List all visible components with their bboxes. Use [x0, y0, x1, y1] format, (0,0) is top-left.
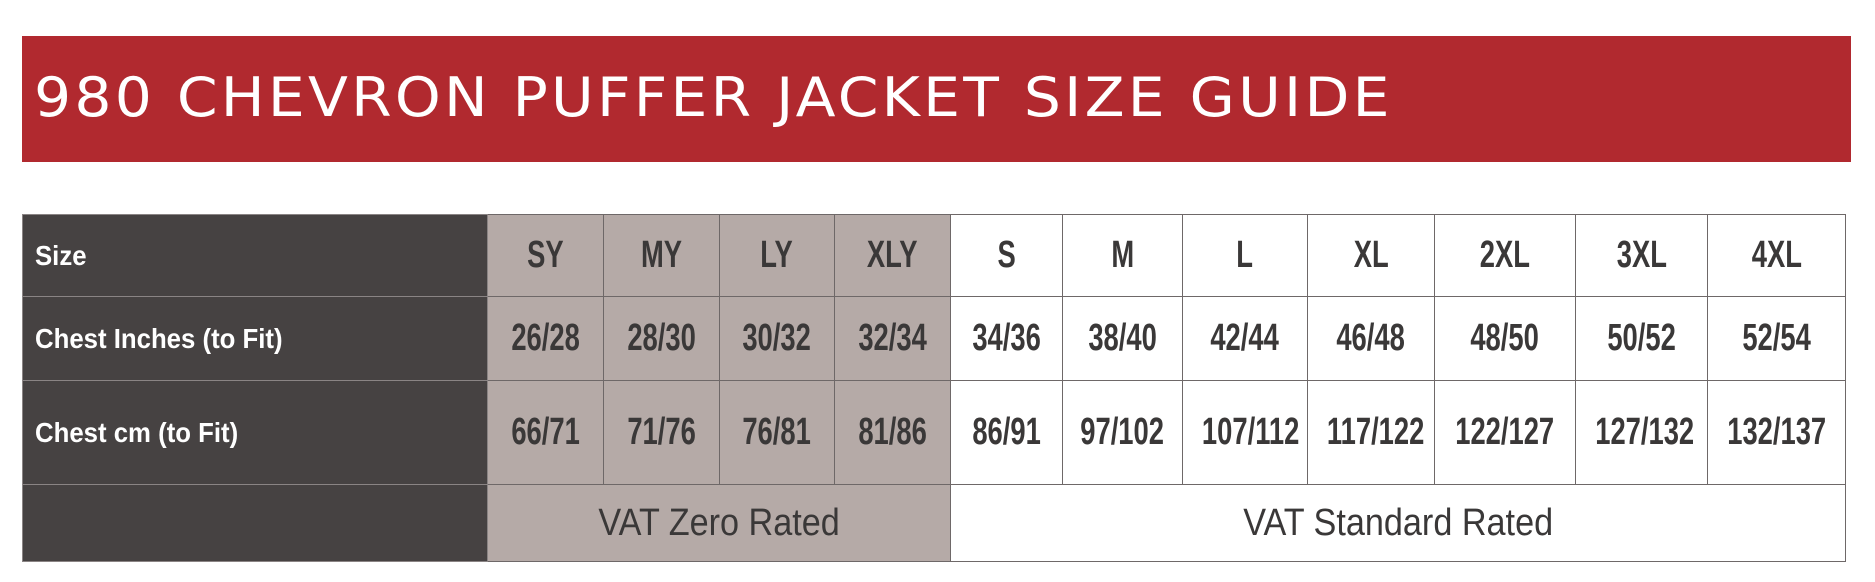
youth-cell-text: 71/76	[627, 411, 696, 453]
adult-cell-text: 117/122	[1326, 411, 1425, 453]
adult-cell: 50/52	[1575, 296, 1708, 381]
youth-cell-text: 26/28	[511, 317, 580, 359]
adult-cell-text: 34/36	[972, 317, 1041, 359]
adult-cell-text: 4XL	[1751, 234, 1802, 276]
adult-cell: 34/36	[950, 296, 1063, 381]
adult-cell-text: 50/52	[1607, 317, 1676, 359]
youth-cell-text: LY	[760, 234, 794, 276]
vat-zero-rated-text: VAT Zero Rated	[598, 501, 840, 544]
adult-cell-text: 122/127	[1455, 411, 1555, 453]
youth-cell: MY	[603, 214, 720, 297]
adult-cell-text: 2XL	[1479, 234, 1531, 276]
vat-standard-rated-text: VAT Standard Rated	[1243, 501, 1553, 544]
adult-cell: 107/112	[1182, 380, 1308, 485]
adult-cell: 117/122	[1307, 380, 1435, 485]
vat-zero-rated: VAT Zero Rated	[487, 484, 951, 562]
chest-cm-row: Chest cm (to Fit) 66/71 71/76 76/81 81/86 86/…	[22, 380, 1846, 485]
row-label: Size	[22, 214, 488, 297]
adult-cell-text: 127/132	[1595, 411, 1695, 453]
youth-cell: 66/71	[487, 380, 604, 485]
row-label-text: Chest cm (to Fit)	[35, 416, 239, 448]
adult-cell: M	[1062, 214, 1183, 297]
adult-cell: 46/48	[1307, 296, 1435, 381]
title-banner: 980 CHEVRON PUFFER JACKET SIZE GUIDE	[22, 36, 1851, 162]
adult-cell-text: 86/91	[972, 411, 1041, 453]
adult-cell-text: 42/44	[1210, 317, 1280, 359]
youth-cell: SY	[487, 214, 604, 297]
youth-cell-text: SY	[527, 234, 564, 276]
youth-cell: 26/28	[487, 296, 604, 381]
adult-cell-text: L	[1236, 234, 1254, 276]
adult-cell: 86/91	[950, 380, 1063, 485]
youth-cell: 28/30	[603, 296, 720, 381]
adult-cell: 52/54	[1707, 296, 1846, 381]
youth-cell-text: 28/30	[627, 317, 696, 359]
adult-cell: 4XL	[1707, 214, 1846, 297]
adult-cell: 48/50	[1434, 296, 1576, 381]
youth-cell: 76/81	[719, 380, 835, 485]
adult-cell-text: S	[997, 234, 1016, 276]
adult-cell: 132/137	[1707, 380, 1846, 485]
adult-cell: 3XL	[1575, 214, 1708, 297]
adult-cell-text: 52/54	[1742, 317, 1811, 359]
adult-cell: 97/102	[1062, 380, 1183, 485]
youth-cell-text: 76/81	[742, 411, 812, 453]
youth-cell-text: 30/32	[742, 317, 812, 359]
adult-cell-text: 38/40	[1088, 317, 1157, 359]
adult-cell: 2XL	[1434, 214, 1576, 297]
youth-cell: 30/32	[719, 296, 835, 381]
adult-cell-text: 48/50	[1470, 317, 1540, 359]
adult-cell-text: 46/48	[1336, 317, 1406, 359]
adult-cell: 38/40	[1062, 296, 1183, 381]
adult-cell: 127/132	[1575, 380, 1708, 485]
youth-cell-text: XLY	[867, 234, 918, 276]
row-label	[22, 484, 488, 562]
adult-cell-text: 132/137	[1727, 411, 1827, 453]
adult-cell-text: 3XL	[1616, 234, 1667, 276]
adult-cell: L	[1182, 214, 1308, 297]
adult-cell: XL	[1307, 214, 1435, 297]
adult-cell: 122/127	[1434, 380, 1576, 485]
vat-standard-rated: VAT Standard Rated	[950, 484, 1846, 562]
youth-cell: 71/76	[603, 380, 720, 485]
youth-cell: 32/34	[834, 296, 951, 381]
row-label-text: Size	[35, 239, 87, 271]
chest-inches-row: Chest Inches (to Fit) 26/28 28/30 30/32 32/3…	[22, 296, 1846, 381]
size-guide-table: Size SY MY LY XLY S M L XL 2XL 3XL 4XL Chest Inches …	[22, 214, 1846, 562]
youth-cell: LY	[719, 214, 835, 297]
youth-cell: XLY	[834, 214, 951, 297]
youth-cell-text: MY	[640, 234, 683, 276]
youth-cell-text: 32/34	[858, 317, 927, 359]
youth-cell-text: 66/71	[511, 411, 580, 453]
adult-cell-text: M	[1111, 234, 1134, 276]
row-label: Chest cm (to Fit)	[22, 380, 488, 485]
youth-cell: 81/86	[834, 380, 951, 485]
adult-cell: S	[950, 214, 1063, 297]
adult-cell: 42/44	[1182, 296, 1308, 381]
vat-row: VAT Zero Rated VAT Standard Rated	[22, 484, 1846, 562]
row-label: Chest Inches (to Fit)	[22, 296, 488, 381]
adult-cell-text: 107/112	[1201, 411, 1300, 453]
adult-cell-text: XL	[1353, 234, 1389, 276]
row-label-text: Chest Inches (to Fit)	[35, 322, 283, 354]
youth-cell-text: 81/86	[858, 411, 927, 453]
adult-cell-text: 97/102	[1080, 411, 1165, 453]
page-title: 980 CHEVRON PUFFER JACKET SIZE GUIDE	[34, 66, 1393, 129]
size-row: Size SY MY LY XLY S M L XL 2XL 3XL 4XL	[22, 214, 1846, 297]
